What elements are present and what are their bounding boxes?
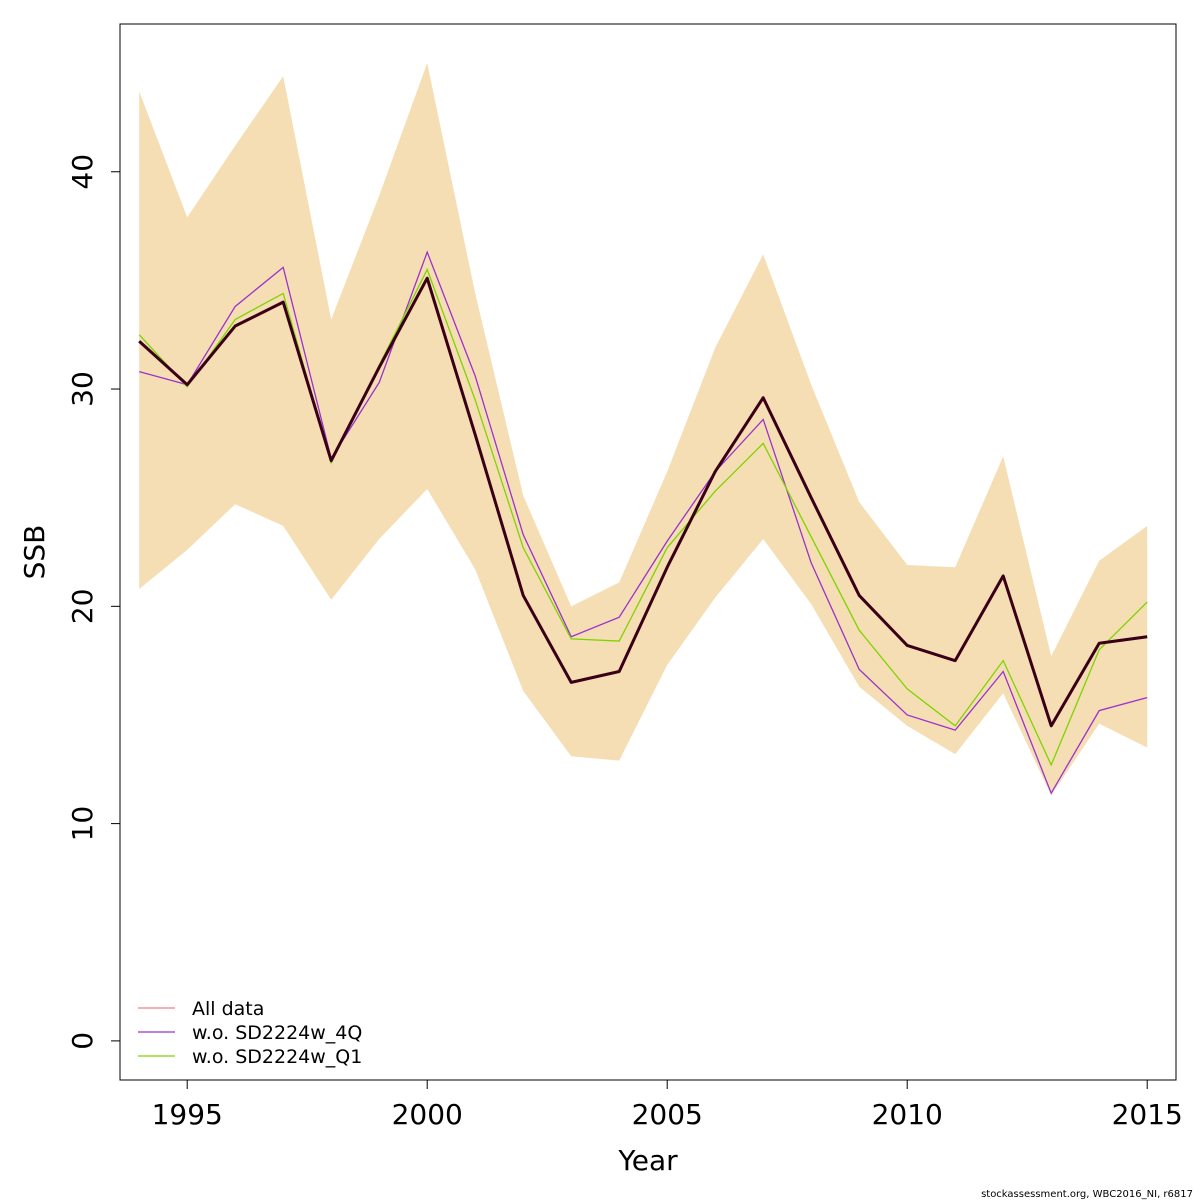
legend-label-3: w.o. SD2224w_Q1 — [192, 1046, 362, 1068]
x-tick-label-2015: 2015 — [1112, 1098, 1183, 1131]
x-tick-label-2010: 2010 — [872, 1098, 943, 1131]
y-tick-label-10: 10 — [66, 806, 99, 842]
confidence-band — [139, 63, 1148, 796]
y-axis-title: SSB — [18, 525, 51, 580]
series-line-2 — [139, 250, 1148, 795]
y-tick-label-20: 20 — [66, 589, 99, 625]
y-tick-label-0: 0 — [66, 1032, 99, 1050]
footer-credit: stockassessment.org, WBC2016_NI, r6817 — [981, 1189, 1193, 1200]
legend-label-1: All data — [192, 998, 264, 1020]
x-tick-label-2005: 2005 — [632, 1098, 703, 1131]
x-axis: 1995 2000 2005 2010 2015 — [152, 1080, 1183, 1131]
confidence-band-area — [139, 63, 1148, 796]
estimate-line — [138, 276, 1148, 728]
y-tick-label-40: 40 — [66, 154, 99, 190]
y-tick-label-30: 30 — [66, 371, 99, 407]
plot-frame — [119, 23, 1177, 1081]
x-axis-title: Year — [617, 1144, 678, 1177]
x-tick-label-1995: 1995 — [152, 1098, 223, 1131]
x-tick-label-2000: 2000 — [392, 1098, 463, 1131]
y-axis: 0 10 20 30 40 — [66, 154, 120, 1050]
estimate-line-path — [138, 276, 1148, 728]
legend-label-2: w.o. SD2224w_4Q — [192, 1022, 362, 1044]
